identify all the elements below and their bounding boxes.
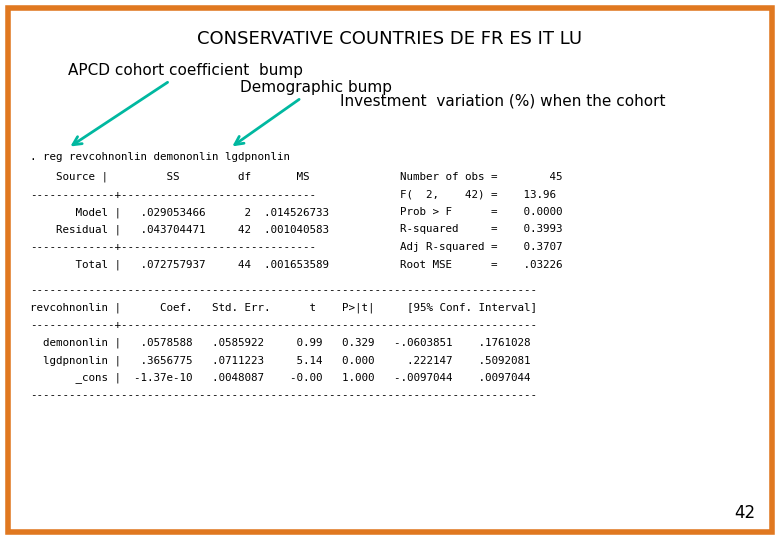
Text: Root MSE      =    .03226: Root MSE = .03226 (400, 260, 562, 269)
Text: revcohnonlin |      Coef.   Std. Err.      t    P>|t|     [95% Conf. Interval]: revcohnonlin | Coef. Std. Err. t P>|t| [… (30, 302, 537, 313)
Text: _cons |  -1.37e-10   .0048087    -0.00   1.000   -.0097044    .0097044: _cons | -1.37e-10 .0048087 -0.00 1.000 -… (30, 373, 530, 383)
Text: Investment  variation (%) when the cohort: Investment variation (%) when the cohort (340, 93, 665, 108)
Text: Model |   .029053466      2  .014526733: Model | .029053466 2 .014526733 (30, 207, 329, 218)
Text: R-squared     =    0.3993: R-squared = 0.3993 (400, 225, 562, 234)
Text: Prob > F      =    0.0000: Prob > F = 0.0000 (400, 207, 562, 217)
Text: 42: 42 (734, 504, 755, 522)
Text: ------------------------------------------------------------------------------: ----------------------------------------… (30, 390, 537, 400)
Text: . reg revcohnonlin demononlin lgdpnonlin: . reg revcohnonlin demononlin lgdpnonlin (30, 152, 290, 162)
Text: Adj R-squared =    0.3707: Adj R-squared = 0.3707 (400, 242, 562, 252)
Text: ------------------------------------------------------------------------------: ----------------------------------------… (30, 285, 537, 295)
Text: lgdpnonlin |   .3656775   .0711223     5.14   0.000     .222147    .5092081: lgdpnonlin | .3656775 .0711223 5.14 0.00… (30, 355, 530, 366)
Text: -------------+----------------------------------------------------------------: -------------+--------------------------… (30, 320, 537, 330)
Text: Number of obs =        45: Number of obs = 45 (400, 172, 562, 182)
Text: Demographic bump: Demographic bump (235, 80, 392, 145)
Text: CONSERVATIVE COUNTRIES DE FR ES IT LU: CONSERVATIVE COUNTRIES DE FR ES IT LU (197, 30, 583, 48)
Text: -------------+------------------------------: -------------+--------------------------… (30, 242, 316, 252)
Text: Residual |   .043704471     42  .001040583: Residual | .043704471 42 .001040583 (30, 225, 329, 235)
Text: demononlin |   .0578588   .0585922     0.99   0.329   -.0603851    .1761028: demononlin | .0578588 .0585922 0.99 0.32… (30, 338, 530, 348)
Text: Source |         SS         df       MS: Source | SS df MS (30, 172, 310, 183)
Text: APCD cohort coefficient  bump: APCD cohort coefficient bump (68, 63, 303, 145)
Text: F(  2,    42) =    13.96: F( 2, 42) = 13.96 (400, 190, 556, 199)
Text: -------------+------------------------------: -------------+--------------------------… (30, 190, 316, 199)
Text: Total |   .072757937     44  .001653589: Total | .072757937 44 .001653589 (30, 260, 329, 270)
